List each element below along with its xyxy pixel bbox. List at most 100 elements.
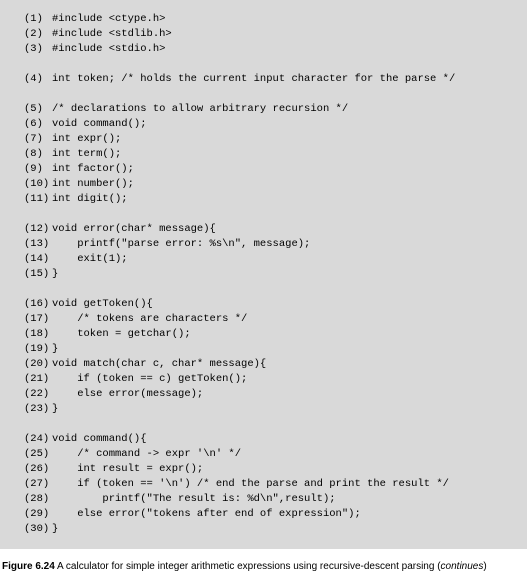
code-line: (19)} [10, 342, 517, 357]
line-code: /* command -> expr '\n' */ [52, 447, 241, 462]
line-code: if (token == c) getToken(); [52, 372, 247, 387]
code-line: (13) printf("parse error: %s\n", message… [10, 237, 517, 252]
line-code: #include <stdlib.h> [52, 27, 172, 42]
code-line: (21) if (token == c) getToken(); [10, 372, 517, 387]
line-code: void match(char c, char* message){ [52, 357, 266, 372]
line-code: int digit(); [52, 192, 128, 207]
line-number: (5) [10, 102, 52, 117]
code-line: (29) else error("tokens after end of exp… [10, 507, 517, 522]
code-line: (25) /* command -> expr '\n' */ [10, 447, 517, 462]
code-line: (9)int factor(); [10, 162, 517, 177]
blank-line [10, 282, 517, 297]
line-number: (16) [10, 297, 52, 312]
code-listing: (1)#include <ctype.h> (2)#include <stdli… [0, 0, 527, 549]
line-number: (14) [10, 252, 52, 267]
line-code: #include <ctype.h> [52, 12, 165, 27]
line-code: int factor(); [52, 162, 134, 177]
blank-line [10, 417, 517, 432]
line-code: void getToken(){ [52, 297, 153, 312]
line-number: (1) [10, 12, 52, 27]
line-code: int token; /* holds the current input ch… [52, 72, 455, 87]
code-line: (11)int digit(); [10, 192, 517, 207]
line-code: /* declarations to allow arbitrary recur… [52, 102, 348, 117]
code-line: (12)void error(char* message){ [10, 222, 517, 237]
code-line: (14) exit(1); [10, 252, 517, 267]
code-line: (17) /* tokens are characters */ [10, 312, 517, 327]
line-code: if (token == '\n') /* end the parse and … [52, 477, 449, 492]
code-line: (7)int expr(); [10, 132, 517, 147]
blank-line [10, 87, 517, 102]
line-number: (7) [10, 132, 52, 147]
line-number: (12) [10, 222, 52, 237]
line-code: exit(1); [52, 252, 128, 267]
line-code: int expr(); [52, 132, 121, 147]
code-line: (3)#include <stdio.h> [10, 42, 517, 57]
code-line: (16)void getToken(){ [10, 297, 517, 312]
figure-caption: Figure 6.24 A calculator for simple inte… [0, 549, 527, 572]
line-number: (3) [10, 42, 52, 57]
line-number: (24) [10, 432, 52, 447]
line-code: } [52, 402, 58, 417]
line-number: (11) [10, 192, 52, 207]
code-line: (10)int number(); [10, 177, 517, 192]
line-number: (15) [10, 267, 52, 282]
line-number: (22) [10, 387, 52, 402]
code-line: (26) int result = expr(); [10, 462, 517, 477]
caption-text: A calculator for simple integer arithmet… [55, 561, 441, 572]
code-line: (27) if (token == '\n') /* end the parse… [10, 477, 517, 492]
code-line: (18) token = getchar(); [10, 327, 517, 342]
line-code: void command(){ [52, 432, 147, 447]
line-code: #include <stdio.h> [52, 42, 165, 57]
line-number: (29) [10, 507, 52, 522]
caption-continues: continues [441, 561, 484, 572]
code-line: (6)void command(); [10, 117, 517, 132]
code-line: (22) else error(message); [10, 387, 517, 402]
line-code: else error("tokens after end of expressi… [52, 507, 361, 522]
blank-line [10, 207, 517, 222]
line-number: (13) [10, 237, 52, 252]
line-code: printf("The result is: %d\n",result); [52, 492, 336, 507]
code-line: (23)} [10, 402, 517, 417]
code-line: (24)void command(){ [10, 432, 517, 447]
line-number: (19) [10, 342, 52, 357]
caption-close: ) [483, 561, 486, 572]
line-number: (28) [10, 492, 52, 507]
line-code: int result = expr(); [52, 462, 203, 477]
blank-line [10, 57, 517, 72]
line-code: void error(char* message){ [52, 222, 216, 237]
line-number: (4) [10, 72, 52, 87]
line-number: (23) [10, 402, 52, 417]
line-number: (2) [10, 27, 52, 42]
code-line: (8)int term(); [10, 147, 517, 162]
code-line: (20)void match(char c, char* message){ [10, 357, 517, 372]
code-line: (4)int token; /* holds the current input… [10, 72, 517, 87]
code-line: (5)/* declarations to allow arbitrary re… [10, 102, 517, 117]
line-number: (17) [10, 312, 52, 327]
line-number: (9) [10, 162, 52, 177]
line-number: (21) [10, 372, 52, 387]
line-code: } [52, 342, 58, 357]
code-line: (28) printf("The result is: %d\n",result… [10, 492, 517, 507]
line-code: else error(message); [52, 387, 203, 402]
line-code: int number(); [52, 177, 134, 192]
line-number: (8) [10, 147, 52, 162]
line-number: (18) [10, 327, 52, 342]
line-number: (26) [10, 462, 52, 477]
line-code: printf("parse error: %s\n", message); [52, 237, 310, 252]
line-number: (10) [10, 177, 52, 192]
code-line: (1)#include <ctype.h> [10, 12, 517, 27]
line-number: (30) [10, 522, 52, 537]
figure-label: Figure 6.24 [2, 561, 55, 572]
line-number: (20) [10, 357, 52, 372]
code-line: (15)} [10, 267, 517, 282]
line-code: } [52, 267, 58, 282]
code-line: (2)#include <stdlib.h> [10, 27, 517, 42]
line-code: token = getchar(); [52, 327, 191, 342]
line-number: (27) [10, 477, 52, 492]
line-code: void command(); [52, 117, 147, 132]
line-code: } [52, 522, 58, 537]
line-code: int term(); [52, 147, 121, 162]
line-number: (25) [10, 447, 52, 462]
line-number: (6) [10, 117, 52, 132]
line-code: /* tokens are characters */ [52, 312, 247, 327]
